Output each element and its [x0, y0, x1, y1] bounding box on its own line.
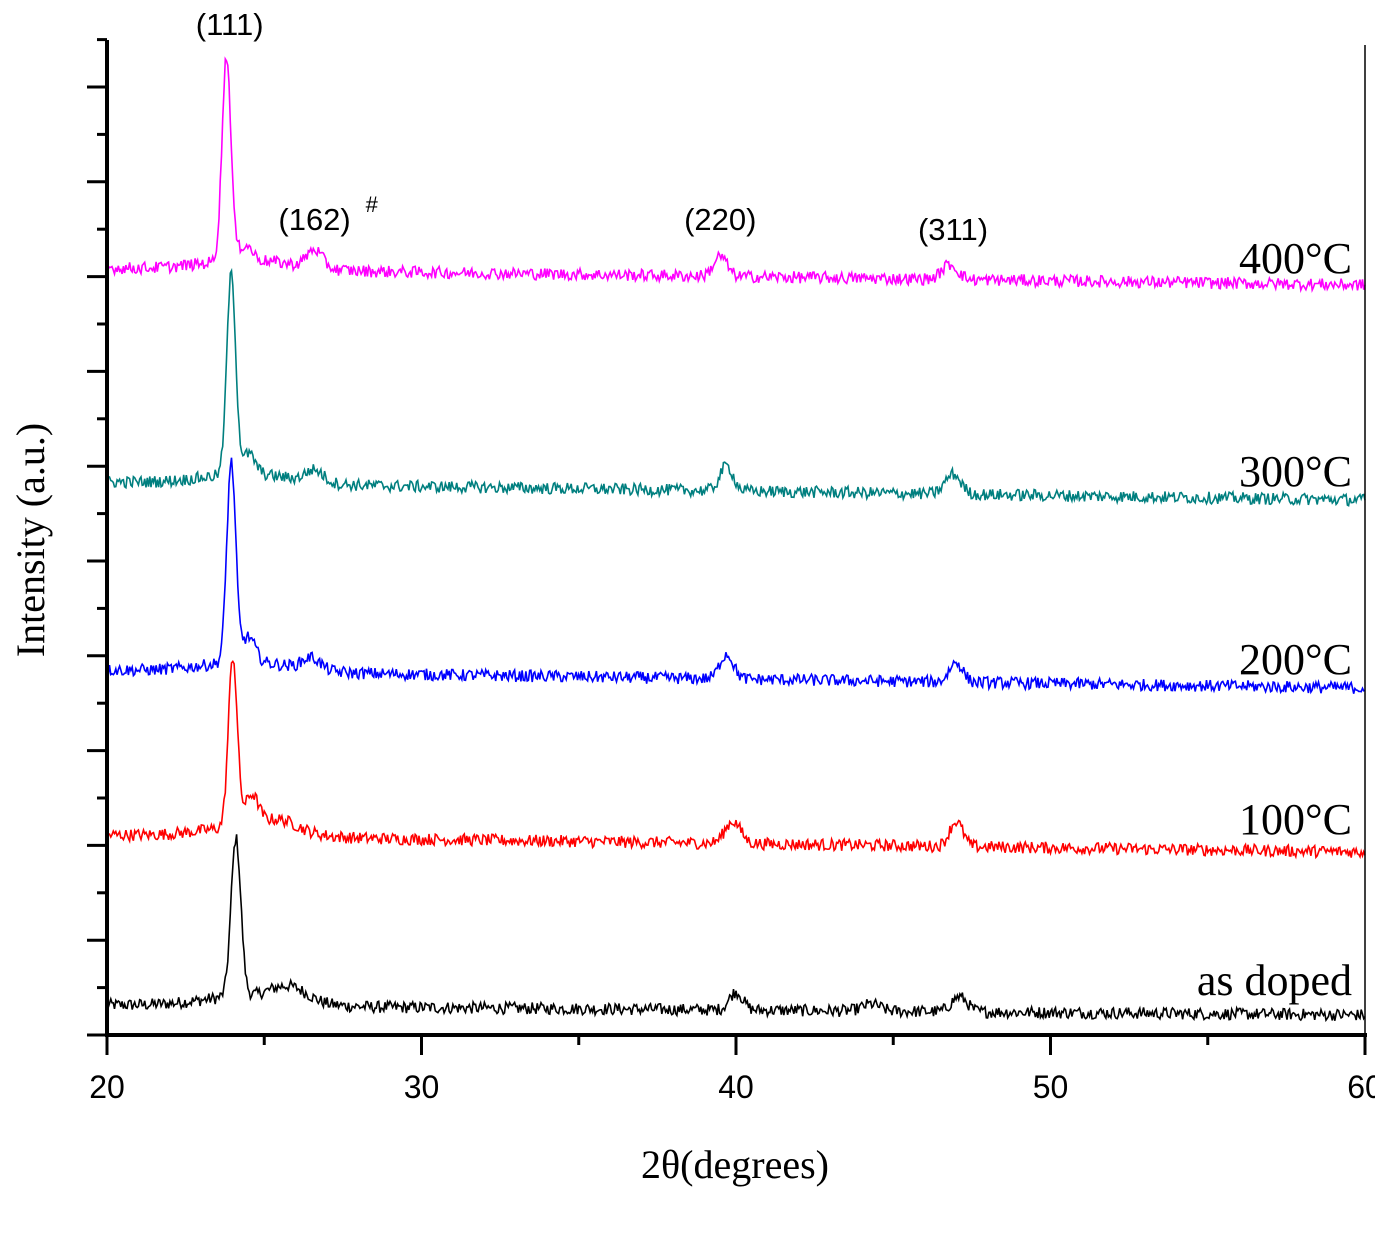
labels: as doped 100°C 200°C 300°C 400°C (111) (162) # (…	[196, 7, 1352, 1005]
series-line-1	[106, 660, 1366, 860]
peak-annotation-1: (162)	[278, 202, 350, 237]
peak-annotation-3: (311)	[918, 212, 988, 247]
peak-annotation-2: (220)	[684, 202, 756, 237]
x-tick-label: 30	[404, 1069, 440, 1105]
axes: 20 30 40 50 60	[87, 38, 1375, 1105]
series-label-2: 200°C	[1239, 635, 1352, 684]
x-tick-label: 60	[1347, 1069, 1375, 1105]
series-label-3: 300°C	[1239, 447, 1352, 496]
series-line-0	[106, 834, 1366, 1023]
series-line-4	[106, 56, 1366, 294]
series-label-4: 400°C	[1239, 234, 1352, 283]
x-tick-label: 50	[1033, 1069, 1069, 1105]
x-tick-label: 40	[718, 1069, 754, 1105]
traces	[106, 56, 1366, 1023]
series-label-0: as doped	[1197, 956, 1352, 1005]
series-line-3	[106, 267, 1366, 507]
x-axis-label: 2θ(degrees)	[641, 1142, 829, 1187]
peak-annotation-sup-1: #	[366, 192, 379, 217]
series-label-1: 100°C	[1239, 795, 1352, 844]
y-axis-label: Intensity (a.u.)	[8, 423, 53, 657]
peak-annotation-0: (111)	[196, 7, 264, 42]
x-tick-label: 20	[89, 1069, 125, 1105]
series-line-2	[106, 457, 1366, 695]
